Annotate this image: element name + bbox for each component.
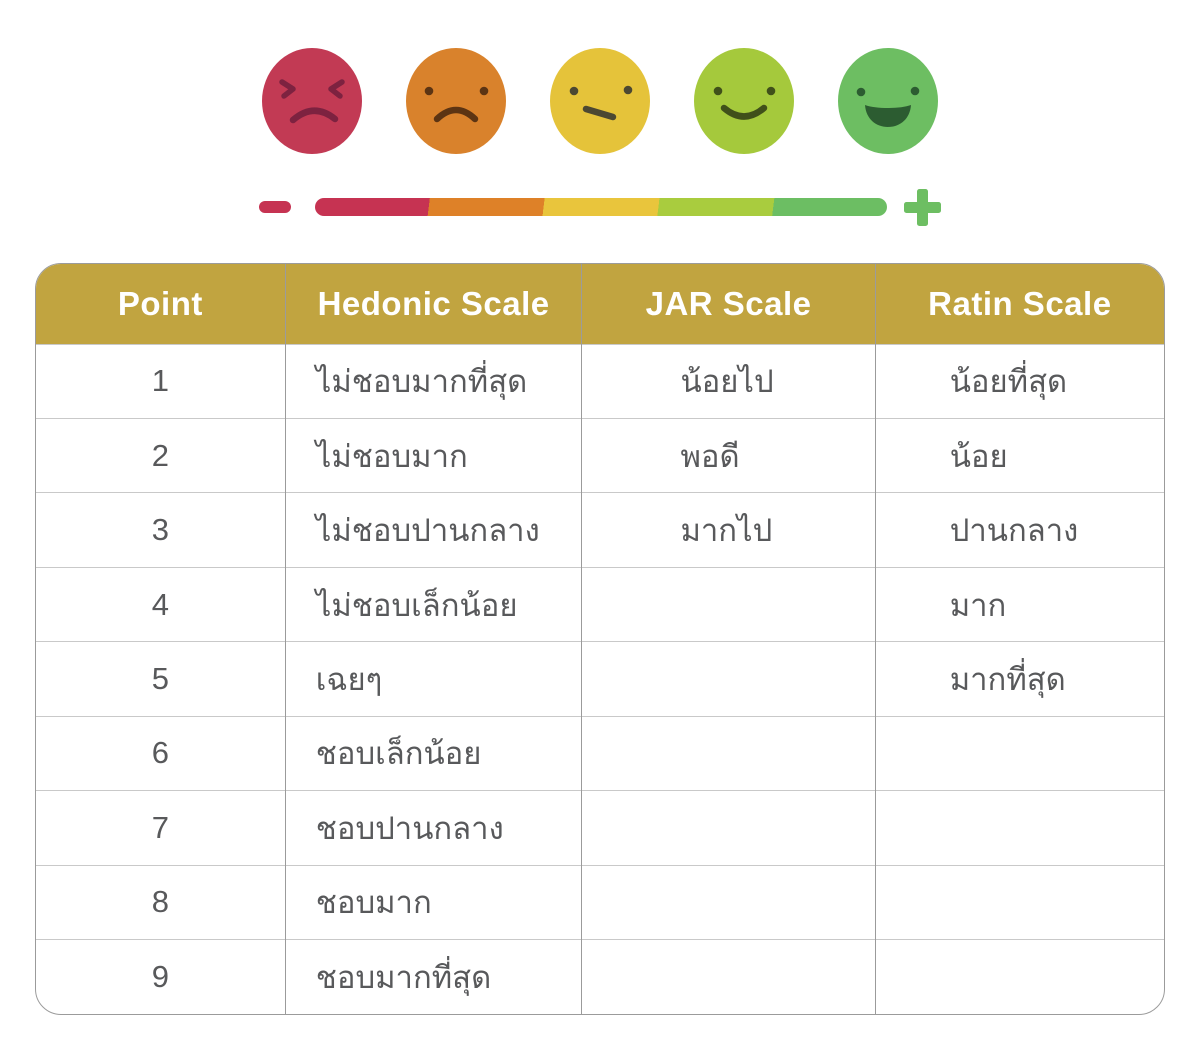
cell-ratin: น้อย <box>875 417 1164 493</box>
cell-jar: พอดี <box>581 417 876 493</box>
minus-icon <box>259 201 291 213</box>
plus-icon <box>904 188 941 226</box>
cell-jar <box>581 864 876 940</box>
cell-point: 5 <box>36 641 286 717</box>
cell-point: 4 <box>36 566 286 642</box>
table-row: 8 ชอบมาก <box>36 864 1164 940</box>
cell-ratin: มากที่สุด <box>875 641 1164 717</box>
cell-point: 3 <box>36 492 286 568</box>
cell-point: 2 <box>36 417 286 493</box>
table-row: 4 ไม่ชอบเล็กน้อย มาก <box>36 566 1164 642</box>
table-row: 2 ไม่ชอบมาก พอดี น้อย <box>36 417 1164 493</box>
table-row: 6 ชอบเล็กน้อย <box>36 715 1164 791</box>
neutral-face-icon <box>550 48 650 154</box>
cell-hedonic: ชอบมาก <box>285 864 583 940</box>
table-row: 5 เฉยๆ มากที่สุด <box>36 641 1164 717</box>
table-body: 1 ไม่ชอบมากที่สุด น้อยไป น้อยที่สุด 2 ไม่ชอบม… <box>36 343 1164 1014</box>
rating-scale-table-container: Point Hedonic Scale JAR Scale Ratin Scal… <box>35 263 1165 1015</box>
scale-bar-row <box>0 188 1200 226</box>
cell-jar: น้อยไป <box>581 343 876 419</box>
cell-hedonic: ไม่ชอบปานกลาง <box>285 492 583 568</box>
very-happy-face-icon <box>838 48 938 154</box>
cell-point: 6 <box>36 715 286 791</box>
header-ratin-scale: Ratin Scale <box>928 284 1112 322</box>
cell-point: 8 <box>36 864 286 940</box>
header-point: Point <box>36 264 286 344</box>
rating-scale-table: Point Hedonic Scale JAR Scale Ratin Scal… <box>36 264 1164 1014</box>
angry-face-icon <box>262 48 362 154</box>
cell-hedonic: ชอบปานกลาง <box>285 790 583 866</box>
table-row: 3 ไม่ชอบปานกลาง มากไป ปานกลาง <box>36 492 1164 568</box>
cell-ratin <box>875 715 1164 791</box>
cell-hedonic: ชอบมากที่สุด <box>285 939 583 1014</box>
cell-jar: มากไป <box>581 492 876 568</box>
cell-jar <box>581 715 876 791</box>
cell-point: 1 <box>36 343 286 419</box>
cell-hedonic: เฉยๆ <box>285 641 583 717</box>
table-row: 7 ชอบปานกลาง <box>36 790 1164 866</box>
cell-ratin <box>875 790 1164 866</box>
table-row: 9 ชอบมากที่สุด <box>36 939 1164 1014</box>
cell-ratin <box>875 939 1164 1014</box>
table-header-row: Point Hedonic Scale JAR Scale Ratin Scal… <box>36 264 1164 344</box>
cell-ratin: ปานกลาง <box>875 492 1164 568</box>
cell-hedonic: ไม่ชอบมากที่สุด <box>285 343 583 419</box>
cell-ratin: น้อยที่สุด <box>875 343 1164 419</box>
emoji-faces-row <box>0 0 1200 154</box>
cell-jar <box>581 939 876 1014</box>
cell-jar <box>581 566 876 642</box>
cell-jar <box>581 641 876 717</box>
cell-ratin: มาก <box>875 566 1164 642</box>
header-jar-scale: JAR Scale <box>581 264 876 344</box>
sad-face-icon <box>406 48 506 154</box>
cell-hedonic: ชอบเล็กน้อย <box>285 715 583 791</box>
cell-point: 9 <box>36 939 286 1014</box>
cell-point: 7 <box>36 790 286 866</box>
cell-hedonic: ไม่ชอบมาก <box>285 417 583 493</box>
cell-ratin <box>875 864 1164 940</box>
gradient-bar <box>315 198 887 216</box>
happy-face-icon <box>694 48 794 154</box>
header-hedonic-scale: Hedonic Scale <box>285 264 583 344</box>
table-row: 1 ไม่ชอบมากที่สุด น้อยไป น้อยที่สุด <box>36 343 1164 419</box>
cell-hedonic: ไม่ชอบเล็กน้อย <box>285 566 583 642</box>
cell-jar <box>581 790 876 866</box>
